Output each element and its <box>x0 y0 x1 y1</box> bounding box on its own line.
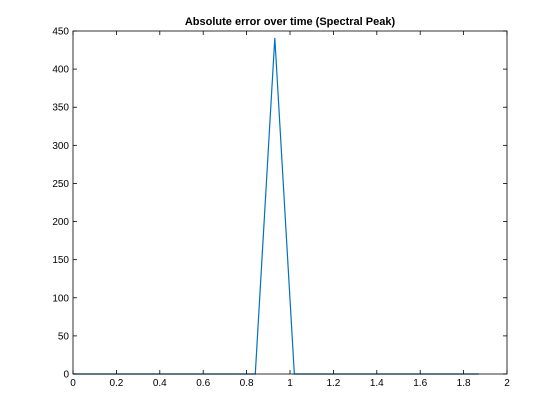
y-tick-label: 400 <box>52 65 69 76</box>
x-tick-label: 1.4 <box>370 378 384 389</box>
x-tick-label: 1.2 <box>326 378 340 389</box>
x-tick-label: 1.8 <box>457 378 471 389</box>
y-tick-label: 350 <box>52 103 69 114</box>
x-tick-label: 1.6 <box>413 378 427 389</box>
x-tick-label: 0.8 <box>240 378 254 389</box>
x-tick-label: 2 <box>504 378 510 389</box>
y-tick-label: 50 <box>58 331 70 342</box>
y-tick-label: 250 <box>52 179 69 190</box>
y-tick-label: 150 <box>52 255 69 266</box>
y-tick-label: 300 <box>52 141 69 152</box>
plot-area <box>73 31 507 374</box>
tick-layer: 0 0.2 0.4 0.6 0.8 1 1.2 1.4 1.6 1.8 2 0 50 100 150 200 2… <box>52 27 510 390</box>
y-tick-label: 450 <box>52 27 69 38</box>
x-tick-label: 0 <box>70 378 76 389</box>
x-tick-label: 0.2 <box>109 378 123 389</box>
y-tick-label: 200 <box>52 217 69 228</box>
y-tick-label: 0 <box>63 370 69 381</box>
x-tick-label: 1 <box>287 378 293 389</box>
x-tick-label: 0.6 <box>196 378 210 389</box>
y-tick-label: 100 <box>52 293 69 304</box>
chart-title: Absolute error over time (Spectral Peak) <box>185 16 396 28</box>
x-tick-label: 0.4 <box>153 378 167 389</box>
